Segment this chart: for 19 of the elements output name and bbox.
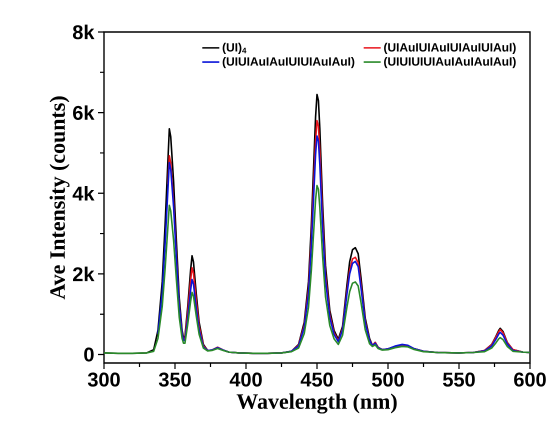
y-tick-label: 2k (73, 266, 94, 282)
x-axis-title: Wavelength (nm) (236, 394, 397, 414)
y-tick-label: 6k (73, 105, 94, 120)
x-tick-label: 450 (300, 372, 333, 387)
legend-label: (UIUIAuIAuIUIUIAuIAuI) (222, 56, 354, 68)
y-tick-label: 8k (72, 24, 94, 40)
x-tick-label: 550 (442, 372, 475, 387)
line-series (104, 184, 530, 354)
x-tick-label: 350 (158, 372, 191, 387)
y-tick-label: 4k (72, 186, 94, 200)
x-tick-label: 300 (88, 372, 120, 387)
x-tick-label: 500 (372, 372, 404, 387)
x-tick-label: 400 (230, 372, 262, 387)
y-axis-title: Ave Intensity (counts) (50, 96, 70, 300)
x-tick-label: 600 (514, 372, 546, 387)
legend-label: (UIUIUIUIAuIAuIAuIAuI) (384, 56, 516, 68)
legend-label: (UI)$_{4}$ (222, 42, 246, 54)
legend-label: (UIAuIUIAuIUIAuIUIAuI) (384, 42, 516, 54)
y-tick-label: 0 (84, 347, 94, 362)
